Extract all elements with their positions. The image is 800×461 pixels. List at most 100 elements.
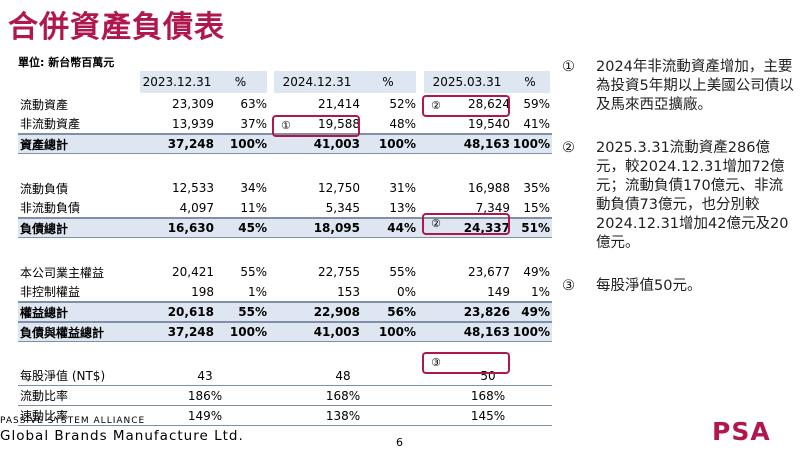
total-row: 資產總計 37,248 100% 41,003 100% 48,163 100% [18, 134, 552, 154]
row-label: 流動負債 [20, 181, 69, 196]
column-header-pct: % [524, 75, 536, 89]
row-label: 權益總計 [20, 305, 69, 320]
page-number: 6 [396, 436, 403, 449]
row-label: 本公司業主權益 [20, 265, 105, 280]
table-header: 2023.12.31 % 2024.12.31 % 2025.03.31 % [18, 68, 552, 94]
row-label: 流動比率 [20, 389, 69, 403]
notes-panel: ① 2024年非流動資產增加，主要為投資5年期以上美國公司債以及馬來西亞擴廠。 … [562, 58, 796, 320]
cell-pct: 1% [530, 284, 550, 299]
cell-value: 138% [325, 408, 361, 423]
cell-pct: 0% [396, 284, 416, 299]
marker-3: ③ [431, 356, 441, 369]
table-row: 非控制權益 198 1% 153 0% 149 1% [18, 282, 552, 302]
total-row: 負債與權益總計 37,248 100% 41,003 100% 48,163 1… [18, 322, 552, 342]
marker-1: ① [281, 119, 291, 132]
cell-pct: 15% [523, 200, 550, 215]
cell-value: 149% [187, 408, 223, 423]
cell-value: 41,003 [313, 325, 360, 339]
note-text: 2025.3.31流動資產286億元，較2024.12.31增加72億元；流動負… [596, 140, 789, 251]
cell-pct: 56% [387, 305, 416, 319]
cell-value: 23,309 [172, 97, 214, 111]
cell-value: 153 [337, 284, 360, 299]
highlight-box: ③ [422, 352, 510, 374]
cell-pct: 51% [521, 221, 550, 235]
table-row: 每股淨值 (NT$) 43 48 50 [18, 366, 552, 386]
cell-value: 168% [325, 388, 361, 403]
row-label: 資產總計 [20, 137, 69, 152]
cell-pct: 45% [238, 221, 267, 235]
cell-pct: 44% [387, 221, 416, 235]
cell-pct: 100% [378, 325, 416, 339]
cell-value: 149 [487, 284, 510, 299]
cell-pct: 52% [389, 97, 416, 111]
cell-value: 37,248 [167, 325, 214, 339]
cell-value: 16,630 [167, 221, 214, 235]
total-row: 權益總計 20,618 55% 22,908 56% 23,826 49% [18, 302, 552, 322]
highlight-box: ② [422, 95, 510, 117]
psa-logo: PSA [712, 417, 771, 446]
column-header-pct: % [382, 75, 394, 89]
row-label: 每股淨值 (NT$) [20, 369, 106, 383]
note-marker: ① [562, 59, 575, 75]
unit-label: 單位: 新台幣百萬元 [18, 56, 115, 69]
note-item: ② 2025.3.31流動資產286億元，較2024.12.31增加72億元；流… [562, 139, 796, 253]
note-text: 每股淨值50元。 [596, 278, 702, 294]
cell-pct: 11% [240, 200, 267, 215]
balance-sheet-table: 2023.12.31 % 2024.12.31 % 2025.03.31 % 流… [18, 68, 552, 426]
cell-value: 37,248 [167, 137, 214, 151]
cell-pct: 100% [512, 137, 550, 151]
cell-value: 41,003 [313, 137, 360, 151]
row-label: 非流動負債 [20, 201, 81, 215]
cell-value: 168% [470, 388, 506, 403]
note-text: 2024年非流動資產增加，主要為投資5年期以上美國公司債以及馬來西亞擴廠。 [596, 59, 794, 113]
cell-pct: 55% [238, 305, 267, 319]
cell-value: 24,337 [463, 221, 510, 235]
cell-value: 28,624 [468, 97, 510, 111]
cell-pct: 100% [229, 325, 267, 339]
cell-value: 198 [191, 284, 214, 299]
cell-value: 48,163 [463, 137, 510, 151]
cell-value: 21,414 [318, 97, 360, 111]
cell-value: 7,349 [475, 200, 510, 215]
table-row: 非流動資產 13,939 37% 19,588 48% 19,540 41% [18, 114, 552, 134]
cell-value: 5,345 [325, 200, 360, 215]
cell-pct: 63% [240, 97, 267, 111]
cell-pct: 1% [247, 284, 267, 299]
cell-pct: 59% [523, 97, 550, 111]
note-item: ③ 每股淨值50元。 [562, 277, 796, 296]
table-row: 速動比率 149% 138% 145% [18, 406, 552, 426]
row-label: 速動比率 [20, 409, 69, 423]
row-label: 流動資產 [20, 97, 69, 112]
cell-pct: 41% [523, 116, 550, 131]
cell-value: 22,908 [313, 305, 360, 319]
cell-value: 12,533 [172, 181, 214, 195]
table-row: 流動負債 12,533 34% 12,750 31% 16,988 35% [18, 178, 552, 198]
row-label: 非控制權益 [20, 285, 81, 299]
cell-value: 145% [470, 408, 506, 423]
cell-pct: 100% [512, 325, 550, 339]
cell-pct: 49% [523, 265, 550, 279]
footer-company: Global Brands Manufacture Ltd. [0, 428, 244, 444]
cell-pct: 31% [389, 181, 416, 195]
cell-value: 16,988 [468, 181, 510, 195]
table-row: 本公司業主權益 20,421 55% 22,755 55% 23,677 49% [18, 262, 552, 282]
cell-pct: 37% [240, 116, 267, 131]
cell-value: 19,540 [468, 116, 510, 131]
cell-pct: 100% [378, 137, 416, 151]
cell-value: 23,826 [463, 305, 510, 319]
cell-pct: 48% [389, 116, 416, 131]
note-item: ① 2024年非流動資產增加，主要為投資5年期以上美國公司債以及馬來西亞擴廠。 [562, 58, 796, 115]
cell-value: 12,750 [318, 181, 360, 195]
cell-pct: 49% [521, 305, 550, 319]
note-marker: ③ [562, 278, 575, 294]
table-row: 流動資產 23,309 63% 21,414 52% 28,624 59% [18, 94, 552, 114]
column-header-date: 2025.03.31 [432, 75, 502, 89]
cell-value: 13,939 [172, 116, 214, 131]
cell-value: 4,097 [179, 200, 214, 215]
cell-pct: 35% [523, 181, 550, 195]
cell-pct: 13% [389, 200, 416, 215]
row-label: 負債總計 [20, 221, 69, 236]
cell-value: 43 [197, 368, 213, 383]
cell-value: 48 [335, 368, 351, 383]
column-header-date: 2023.12.31 [142, 75, 212, 89]
